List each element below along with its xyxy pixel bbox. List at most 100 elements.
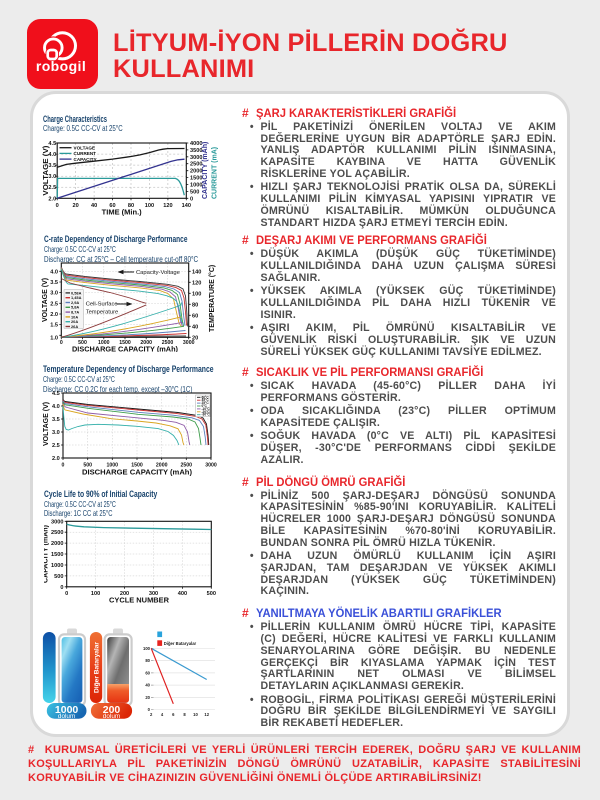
svg-text:0: 0: [148, 707, 151, 712]
svg-text:2.0: 2.0: [52, 456, 60, 462]
svg-text:2.0: 2.0: [48, 196, 56, 202]
svg-text:3.0: 3.0: [50, 291, 58, 297]
svg-text:2.5: 2.5: [50, 301, 58, 307]
svg-text:120: 120: [192, 280, 201, 286]
svg-text:3500: 3500: [190, 148, 202, 154]
svg-text:3.0: 3.0: [48, 174, 56, 180]
svg-text:120: 120: [163, 203, 172, 209]
svg-text:100: 100: [91, 591, 100, 597]
svg-text:TEMPERATURE (°C): TEMPERATURE (°C): [208, 265, 216, 332]
svg-text:2500: 2500: [51, 530, 63, 536]
svg-text:4000: 4000: [190, 141, 202, 147]
svg-text:0: 0: [60, 340, 63, 346]
svg-text:CYCLE NUMBER: CYCLE NUMBER: [109, 596, 170, 604]
svg-text:2.0: 2.0: [50, 312, 58, 318]
svg-text:Diğer Bataryalar: Diğer Bataryalar: [164, 641, 197, 646]
svg-text:25°C: 25°C: [202, 401, 210, 405]
svg-text:2500: 2500: [190, 162, 202, 168]
svg-text:200: 200: [120, 591, 129, 597]
svg-text:500: 500: [83, 463, 92, 469]
svg-text:DISCHARGE CAPACITY (mAh): DISCHARGE CAPACITY (mAh): [72, 345, 179, 353]
svg-text:0: 0: [56, 203, 59, 209]
svg-text:Temperature: Temperature: [86, 310, 119, 316]
svg-text:0: 0: [60, 585, 63, 591]
svg-text:4.0: 4.0: [50, 269, 58, 275]
svg-text:100: 100: [143, 646, 151, 651]
svg-text:dolum: dolum: [58, 713, 75, 720]
svg-text:500: 500: [190, 189, 199, 195]
svg-text:80: 80: [145, 658, 150, 663]
svg-text:3000: 3000: [183, 340, 195, 346]
svg-text:CURRENT (mA): CURRENT (mA): [212, 147, 219, 199]
svg-text:3000: 3000: [190, 155, 202, 161]
svg-text:CAPACITY (mAh): CAPACITY (mAh): [202, 142, 209, 199]
svg-text:2.5: 2.5: [52, 443, 60, 449]
svg-text:500: 500: [54, 574, 63, 580]
svg-text:6: 6: [172, 712, 175, 717]
svg-text:CAPACITY: CAPACITY: [74, 157, 97, 162]
svg-text:2000: 2000: [51, 541, 63, 547]
svg-text:VOLTAGE (V): VOLTAGE (V): [43, 402, 50, 446]
svg-text:Diğer Bataryalar: Diğer Bataryalar: [93, 642, 100, 693]
svg-text:140: 140: [192, 269, 201, 275]
svg-text:1500: 1500: [131, 463, 143, 469]
svg-text:2.5: 2.5: [48, 185, 56, 191]
svg-text:1500: 1500: [119, 340, 131, 346]
svg-text:400: 400: [178, 591, 187, 597]
svg-text:1.5: 1.5: [50, 323, 58, 329]
svg-text:0,58A: 0,58A: [71, 290, 82, 295]
svg-text:-20°C: -20°C: [202, 410, 211, 414]
svg-text:12: 12: [204, 712, 209, 717]
svg-text:3.0: 3.0: [52, 430, 60, 436]
svg-text:40: 40: [145, 683, 150, 688]
svg-text:TIME (Min.): TIME (Min.): [102, 208, 143, 217]
svg-text:2000: 2000: [156, 463, 168, 469]
svg-text:0: 0: [65, 591, 68, 597]
svg-text:20A: 20A: [71, 319, 78, 324]
svg-text:2: 2: [150, 712, 153, 717]
svg-text:2000: 2000: [140, 340, 152, 346]
svg-text:Cell-Surface: Cell-Surface: [86, 302, 118, 308]
svg-text:60: 60: [109, 203, 115, 209]
svg-text:robogil: robogil: [36, 58, 86, 74]
svg-text:1000: 1000: [190, 183, 202, 189]
svg-text:140: 140: [182, 203, 191, 209]
svg-text:40: 40: [91, 203, 97, 209]
svg-text:4.5: 4.5: [48, 141, 56, 147]
svg-text:300: 300: [149, 591, 158, 597]
svg-text:20: 20: [145, 695, 150, 700]
svg-text:0: 0: [190, 196, 193, 202]
svg-text:100: 100: [192, 291, 201, 297]
svg-text:4.0: 4.0: [52, 404, 60, 410]
svg-text:1,45A: 1,45A: [71, 295, 82, 300]
svg-text:1000: 1000: [98, 340, 110, 346]
svg-text:dolum: dolum: [103, 713, 120, 720]
svg-text:500: 500: [207, 591, 216, 597]
svg-text:CAPACITY (mAh): CAPACITY (mAh): [44, 525, 50, 583]
svg-text:1500: 1500: [190, 176, 202, 182]
svg-text:1500: 1500: [51, 552, 63, 558]
svg-text:2,9A: 2,9A: [71, 300, 79, 305]
svg-text:3000: 3000: [51, 519, 63, 525]
svg-text:60: 60: [192, 313, 198, 319]
svg-text:0: 0: [62, 463, 65, 469]
svg-text:80: 80: [128, 203, 134, 209]
svg-text:Capacity-Voltage: Capacity-Voltage: [136, 270, 180, 276]
svg-text:2000: 2000: [190, 169, 202, 175]
svg-text:80: 80: [192, 302, 198, 308]
svg-text:10A: 10A: [71, 314, 78, 319]
svg-text:VOLTAGE: VOLTAGE: [74, 145, 96, 150]
svg-text:60°C: 60°C: [202, 395, 210, 399]
svg-text:8,7A: 8,7A: [71, 310, 79, 315]
svg-text:45°C: 45°C: [202, 398, 210, 402]
svg-text:VOLTAGE (V): VOLTAGE (V): [43, 146, 50, 196]
svg-text:CURRENT: CURRENT: [74, 151, 97, 156]
svg-text:40: 40: [192, 324, 198, 330]
svg-text:5,8A: 5,8A: [71, 305, 79, 310]
svg-text:1.0: 1.0: [50, 335, 58, 341]
svg-text:-30°C: -30°C: [202, 413, 211, 417]
svg-text:1000: 1000: [107, 463, 119, 469]
svg-text:2500: 2500: [162, 340, 174, 346]
svg-text:VOLTAGE (V): VOLTAGE (V): [42, 278, 49, 322]
svg-text:100: 100: [145, 203, 154, 209]
